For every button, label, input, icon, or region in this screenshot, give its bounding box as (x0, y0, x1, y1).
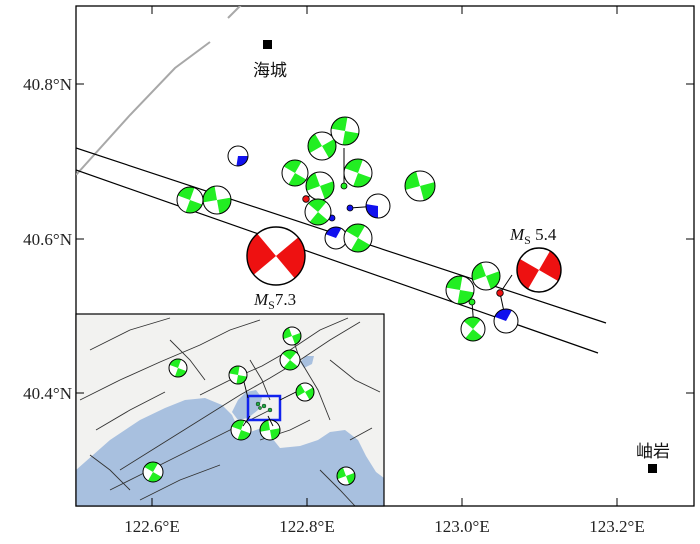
lat-tick-label: 40.8°N (23, 75, 72, 94)
fault-trace (227, 6, 242, 19)
focal-mechanism (281, 159, 309, 187)
lat-tick-label: 40.4°N (23, 384, 72, 403)
focal-mechanism (404, 170, 436, 202)
focal-mechanism (304, 198, 332, 226)
focal-mechanism (259, 419, 281, 441)
focal-mechanism (246, 226, 306, 286)
inset-map (75, 313, 385, 507)
lat-tick-label: 40.6°N (23, 230, 72, 249)
lon-tick-label: 122.6°E (124, 517, 179, 536)
focal-mechanism (343, 223, 373, 253)
place-label-haicheng: 海城 (253, 61, 287, 81)
focal-mechanism (282, 326, 302, 346)
event-label-ms54: MS 5.4 (509, 225, 557, 247)
focal-mechanism (230, 419, 252, 441)
focal-mechanism (445, 275, 475, 305)
focal-mechanism (202, 185, 232, 215)
lon-tick-label: 122.8°E (279, 517, 334, 536)
focal-mechanism (142, 461, 164, 483)
focal-mechanism (227, 145, 249, 167)
focal-mechanism (295, 382, 315, 402)
focal-mechanism (168, 358, 188, 378)
haicheng-marker (263, 40, 272, 49)
focal-mechanism (279, 349, 301, 371)
lon-tick-label: 123.2°E (589, 517, 644, 536)
focal-mechanism (365, 193, 391, 219)
focal-mechanism (228, 365, 248, 385)
focal-mechanism (343, 158, 373, 188)
focal-mechanisms (176, 116, 562, 342)
focal-mechanism (305, 171, 335, 201)
fault-trace (76, 41, 211, 176)
inset-frame (75, 313, 385, 507)
focal-mechanism (176, 186, 204, 214)
focal-mechanism (460, 316, 486, 342)
focal-mechanism (307, 131, 337, 161)
place-label-xiuyan: 岫岩 (636, 442, 670, 462)
focal-mechanism (336, 466, 356, 486)
focal-mechanism (330, 116, 360, 146)
event-label-ms73: MS7.3 (253, 290, 296, 312)
xiuyan-marker (648, 464, 657, 473)
focal-mechanism (471, 261, 501, 291)
focal-mechanism (516, 247, 562, 293)
study-area-box (246, 394, 282, 422)
focal-mechanism (493, 308, 519, 334)
lon-tick-label: 123.0°E (434, 517, 489, 536)
